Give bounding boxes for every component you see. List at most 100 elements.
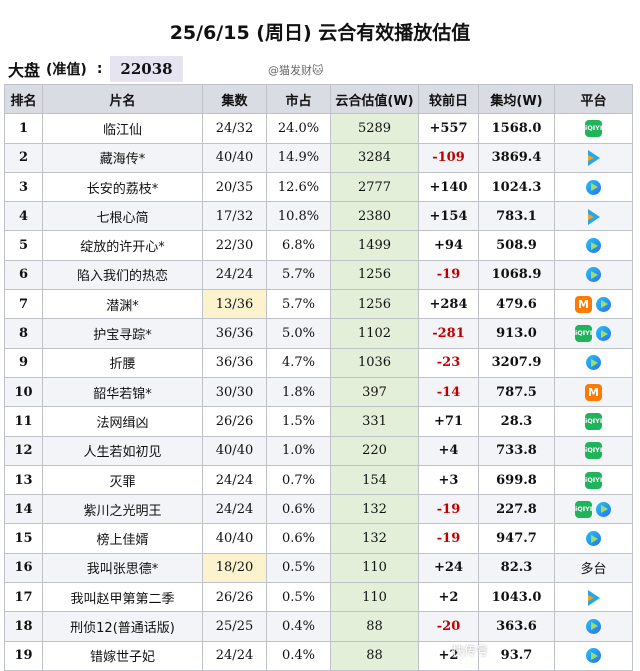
cell-share: 1.5% [266,406,331,437]
cell-platform: iQIYI [554,318,633,349]
platform-icons [585,266,602,283]
cell-change: -14 [418,376,479,408]
cell-avg: 1568.0 [478,113,555,144]
cell-rank: 1 [4,113,43,144]
cell-value: 2777 [330,171,419,203]
cell-platform [554,347,633,378]
cell-platform: 多台 [554,552,633,584]
cell-title: 七根心简 [42,201,203,232]
cell-change: +284 [418,289,479,320]
header-episodes: 集数 [202,83,267,115]
cell-value: 154 [330,464,419,496]
cell-episodes: 24/24 [202,464,267,496]
cell-episodes: 26/26 [202,406,267,437]
cell-share: 5.7% [266,289,331,320]
cell-episodes: 18/20 [202,552,267,584]
market-label: 大盘 [8,61,41,80]
youku-icon [595,501,612,518]
iqiyi-icon: iQIYI [585,119,602,137]
table-row: 10 韶华若锦* 30/30 1.8% 397 -14 787.5 M [4,376,633,408]
cell-episodes: 24/24 [202,494,267,525]
youku-icon [585,647,602,664]
cell-title: 法网缉凶 [42,406,203,437]
iqiyi-icon: iQIYI [585,442,602,460]
cell-rank: 12 [4,435,43,466]
cell-platform [554,611,633,642]
cell-share: 0.4% [266,611,331,642]
table-row: 11 法网缉凶 26/26 1.5% 331 +71 28.3 iQIYI [4,406,633,437]
cell-episodes: 17/32 [202,201,267,232]
cell-platform: M [554,376,633,408]
cell-title: 错嫁世子妃 [42,640,203,671]
cell-avg: 733.8 [478,435,555,466]
cell-avg: 28.3 [478,406,555,437]
cell-change: +71 [418,406,479,437]
cell-value: 1102 [330,318,419,349]
cell-share: 0.6% [266,494,331,525]
iqiyi-icon: iQIYI [575,325,592,343]
cell-value: 110 [330,582,419,613]
table-row: 1 临江仙 24/32 24.0% 5289 +557 1568.0 iQIYI [4,113,633,144]
cell-rank: 8 [4,318,43,349]
youku-icon [595,325,612,342]
cell-change: -20 [418,611,479,642]
cell-value: 220 [330,435,419,466]
header-avg: 集均(W) [478,83,555,115]
cell-title: 绽放的许开心* [42,230,203,261]
table-row: 13 灭罪 24/24 0.7% 154 +3 699.8 iQIYI [4,464,633,496]
cell-value: 132 [330,523,419,554]
cell-value: 1256 [330,259,419,291]
cell-platform [554,230,633,261]
cell-rank: 2 [4,142,43,173]
cell-platform [554,582,633,613]
cell-value: 2380 [330,201,419,232]
cell-episodes: 24/24 [202,640,267,671]
cell-platform [554,259,633,291]
cell-avg: 1024.3 [478,171,555,203]
cell-avg: 787.5 [478,376,555,408]
platform-icons [585,530,602,547]
iqiyi-icon: iQIYI [585,412,602,430]
cell-change: -281 [418,318,479,349]
cell-avg: 508.9 [478,230,555,261]
cell-episodes: 36/36 [202,318,267,349]
cell-change: -19 [418,523,479,554]
cell-rank: 14 [4,494,43,525]
cell-value: 88 [330,640,419,671]
cell-avg: 1043.0 [478,582,555,613]
cell-platform [554,142,633,173]
cell-title: 我叫赵甲第第二季 [42,582,203,613]
platform-icons: iQIYI [585,442,602,460]
cell-value: 110 [330,552,419,584]
cell-share: 12.6% [266,171,331,203]
cell-change: -109 [418,142,479,173]
table-row: 15 榜上佳婿 40/40 0.6% 132 -19 947.7 [4,523,633,554]
cell-share: 0.5% [266,582,331,613]
table-row: 9 折腰 36/36 4.7% 1036 -23 3207.9 [4,347,633,378]
cell-avg: 3207.9 [478,347,555,378]
cell-rank: 4 [4,201,43,232]
cell-rank: 16 [4,552,43,584]
mgtv-icon: M [575,295,592,313]
youku-icon [585,237,602,254]
table-row: 12 人生若如初见 40/40 1.0% 220 +4 733.8 iQIYI [4,435,633,466]
cell-platform [554,523,633,554]
cell-avg: 699.8 [478,464,555,496]
cell-share: 0.6% [266,523,331,554]
cell-avg: 479.6 [478,289,555,320]
cell-platform: iQIYI [554,464,633,496]
table-row: 4 七根心简 17/32 10.8% 2380 +154 783.1 [4,201,633,232]
cell-share: 10.8% [266,201,331,232]
cell-platform: iQIYI [554,406,633,437]
cell-rank: 19 [4,640,43,671]
cell-avg: 3869.4 [478,142,555,173]
cell-change: +2 [418,582,479,613]
cell-avg: 947.7 [478,523,555,554]
cell-change: +140 [418,171,479,203]
table-row: 5 绽放的许开心* 22/30 6.8% 1499 +94 508.9 [4,230,633,261]
cell-value: 88 [330,611,419,642]
cell-share: 5.0% [266,318,331,349]
platform-icons: iQIYI [585,412,602,430]
cell-share: 14.9% [266,142,331,173]
